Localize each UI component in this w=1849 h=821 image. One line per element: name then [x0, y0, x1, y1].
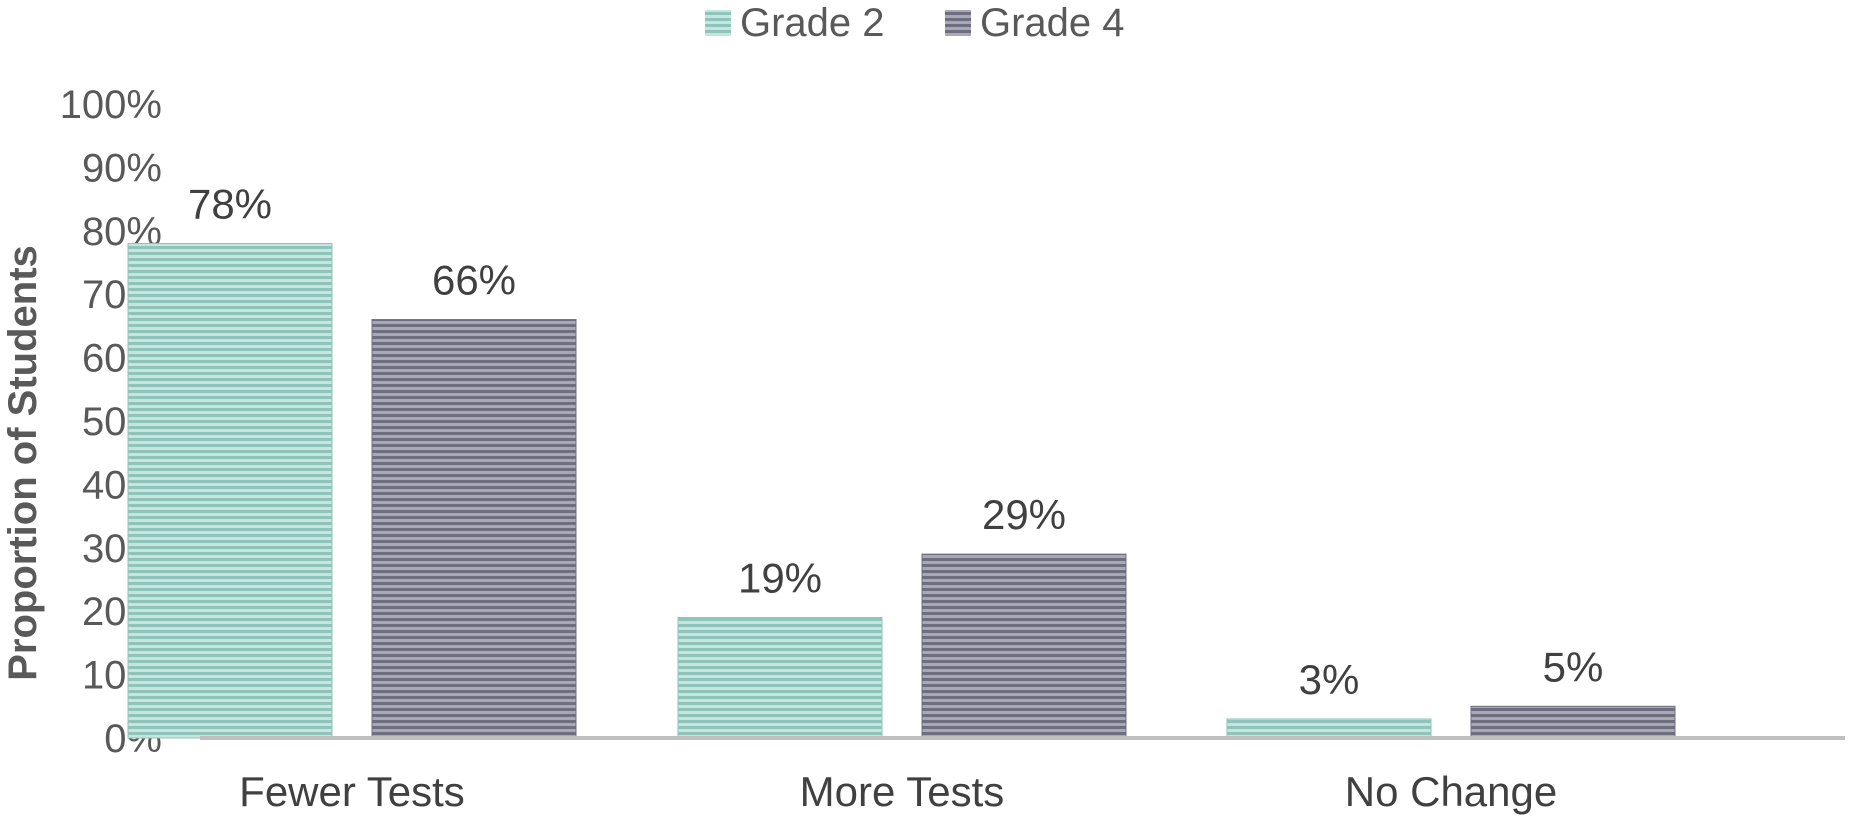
- data-label: 5%: [1543, 643, 1604, 690]
- legend-label-grade-2: Grade 2: [740, 1, 885, 45]
- y-tick-label: 90%: [82, 146, 162, 190]
- bar-grade-4-no-change: [1470, 705, 1676, 739]
- bars: [127, 242, 1676, 739]
- bar-grade-2-more-tests: [677, 617, 883, 739]
- data-labels: 78% 66% 19% 29% 3% 5%: [188, 180, 1604, 703]
- bar-grade-4-fewer-tests: [371, 319, 577, 739]
- data-label: 29%: [982, 491, 1066, 538]
- x-category-label: No Change: [1345, 768, 1557, 815]
- bar-grade-2-fewer-tests: [127, 242, 333, 739]
- data-label: 19%: [738, 555, 822, 602]
- legend-swatch-grade-2: [705, 10, 731, 36]
- legend: Grade 2 Grade 4: [705, 1, 1125, 45]
- data-label: 78%: [188, 180, 272, 227]
- bar-grade-4-more-tests: [921, 553, 1127, 739]
- x-category-label: More Tests: [800, 768, 1005, 815]
- legend-label-grade-4: Grade 4: [980, 1, 1125, 45]
- bar-grade-2-no-change: [1226, 718, 1432, 739]
- x-category-label: Fewer Tests: [239, 768, 465, 815]
- data-label: 3%: [1299, 656, 1360, 703]
- y-tick-label: 100%: [60, 83, 162, 127]
- y-axis-title: Proportion of Students: [1, 245, 45, 681]
- data-label: 66%: [432, 257, 516, 304]
- x-axis-categories: Fewer Tests More Tests No Change: [239, 768, 1557, 815]
- legend-swatch-grade-4: [945, 10, 971, 36]
